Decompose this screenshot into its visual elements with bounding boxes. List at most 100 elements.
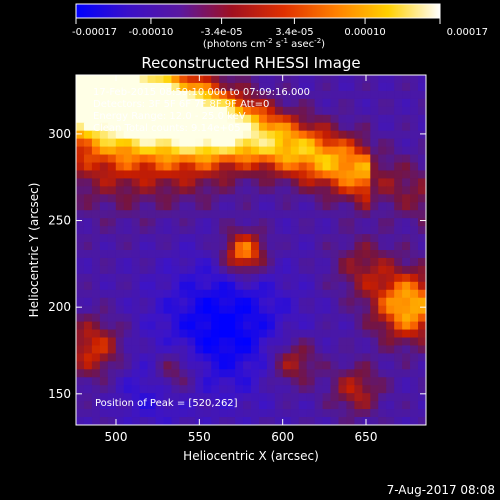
heatmap-cell xyxy=(243,417,252,425)
heatmap-cell xyxy=(187,401,196,410)
heatmap-cell xyxy=(362,226,371,235)
heatmap-cell xyxy=(139,385,149,394)
heatmap-cell xyxy=(362,194,371,203)
heatmap-cell xyxy=(258,218,268,227)
heatmap-cell xyxy=(258,289,268,299)
heatmap-cell xyxy=(274,90,284,100)
heatmap-cell xyxy=(282,162,292,172)
heatmap-cell xyxy=(402,202,411,211)
colorbar: -0.00017 -0.00010 -3.4e-05 3.4e-05 0.00010 0.… xyxy=(72,3,488,50)
heatmap-cell xyxy=(314,178,324,187)
heatmap-cell xyxy=(179,353,188,362)
heatmap-cell xyxy=(227,385,236,394)
heatmap-cell xyxy=(362,289,371,299)
heatmap-cell xyxy=(243,409,252,418)
heatmap-cell xyxy=(115,122,125,132)
heatmap-cell xyxy=(354,106,363,116)
heatmap-cell xyxy=(386,106,395,116)
heatmap-cell xyxy=(203,202,212,211)
heatmap-cell xyxy=(187,289,196,299)
heatmap-cell xyxy=(418,393,426,402)
heatmap-cell xyxy=(76,242,85,251)
heatmap-cell xyxy=(418,417,426,425)
heatmap-cell xyxy=(179,146,188,156)
heatmap-cell xyxy=(243,178,252,187)
heatmap-cell xyxy=(251,313,260,323)
heatmap-cell xyxy=(155,186,165,195)
heatmap-cell xyxy=(402,178,411,187)
heatmap-cell xyxy=(346,114,356,124)
heatmap-cell xyxy=(394,345,403,355)
heatmap-cell xyxy=(131,393,141,402)
heatmap-cell xyxy=(298,162,308,172)
heatmap-cell xyxy=(107,393,117,402)
heatmap-cell xyxy=(195,353,204,362)
heatmap-cell xyxy=(378,90,387,100)
heatmap-cell xyxy=(91,345,101,355)
heatmap-cell xyxy=(107,353,117,362)
heatmap-cell xyxy=(243,242,252,251)
heatmap-cell xyxy=(211,122,220,132)
heatmap-cell xyxy=(322,289,332,299)
heatmap-cell xyxy=(418,82,426,92)
heatmap-cell xyxy=(163,122,173,132)
colorbar-tick-label: 3.4e-05 xyxy=(275,27,313,38)
heatmap-cell xyxy=(227,313,236,323)
heatmap-cell xyxy=(179,138,188,148)
heatmap-cell xyxy=(83,393,93,402)
heatmap-cell xyxy=(266,353,276,362)
heatmap-cell xyxy=(330,202,340,211)
heatmap-cell xyxy=(370,226,379,235)
heatmap-cell xyxy=(386,313,395,323)
heatmap-cell xyxy=(306,170,316,180)
heatmap-cell xyxy=(290,106,300,116)
heatmap-cell xyxy=(203,265,212,275)
heatmap-cell xyxy=(330,226,340,235)
heatmap-cell xyxy=(139,242,149,251)
heatmap-cell xyxy=(346,257,356,267)
heatmap-cell xyxy=(115,226,125,235)
heatmap-cell xyxy=(274,170,284,180)
heatmap-cell xyxy=(251,170,260,180)
heatmap-cell xyxy=(115,162,125,172)
heatmap-cell xyxy=(115,417,125,425)
heatmap-cell xyxy=(83,265,93,275)
heatmap-cell xyxy=(195,369,204,378)
heatmap-cell xyxy=(107,297,117,307)
heatmap-cell xyxy=(91,218,101,227)
heatmap-cell xyxy=(163,186,173,195)
heatmap-cell xyxy=(187,114,196,124)
heatmap-cell xyxy=(187,297,196,307)
heatmap-cell xyxy=(131,114,141,124)
heatmap-cell xyxy=(227,417,236,425)
heatmap-cell xyxy=(187,353,196,362)
heatmap-cell xyxy=(386,321,395,331)
heatmap-cell xyxy=(354,289,363,299)
heatmap-cell xyxy=(258,138,268,148)
heatmap-cell xyxy=(386,337,395,347)
heatmap-cell xyxy=(362,345,371,355)
heatmap-cell xyxy=(354,170,363,180)
heatmap-cell xyxy=(394,146,403,156)
heatmap-cell xyxy=(274,98,284,108)
heatmap-cell xyxy=(330,250,340,259)
heatmap-cell xyxy=(322,273,332,283)
heatmap-cell xyxy=(298,226,308,235)
heatmap-cell xyxy=(418,377,426,386)
heatmap-cell xyxy=(219,361,228,370)
heatmap-cell xyxy=(211,329,220,339)
heatmap-cell xyxy=(99,210,109,219)
heatmap-cell xyxy=(338,321,348,331)
heatmap-cell xyxy=(266,138,276,148)
heatmap-cell xyxy=(418,210,426,219)
heatmap-cell xyxy=(266,194,276,203)
heatmap-cell xyxy=(163,234,173,243)
heatmap-cell xyxy=(147,202,157,211)
heatmap-cell xyxy=(123,154,133,164)
heatmap-cell xyxy=(219,98,228,108)
heatmap-cell xyxy=(99,353,109,362)
heatmap-cell xyxy=(195,401,204,410)
heatmap-cell xyxy=(322,305,332,315)
heatmap-cell xyxy=(282,75,292,84)
heatmap-cell xyxy=(314,329,324,339)
